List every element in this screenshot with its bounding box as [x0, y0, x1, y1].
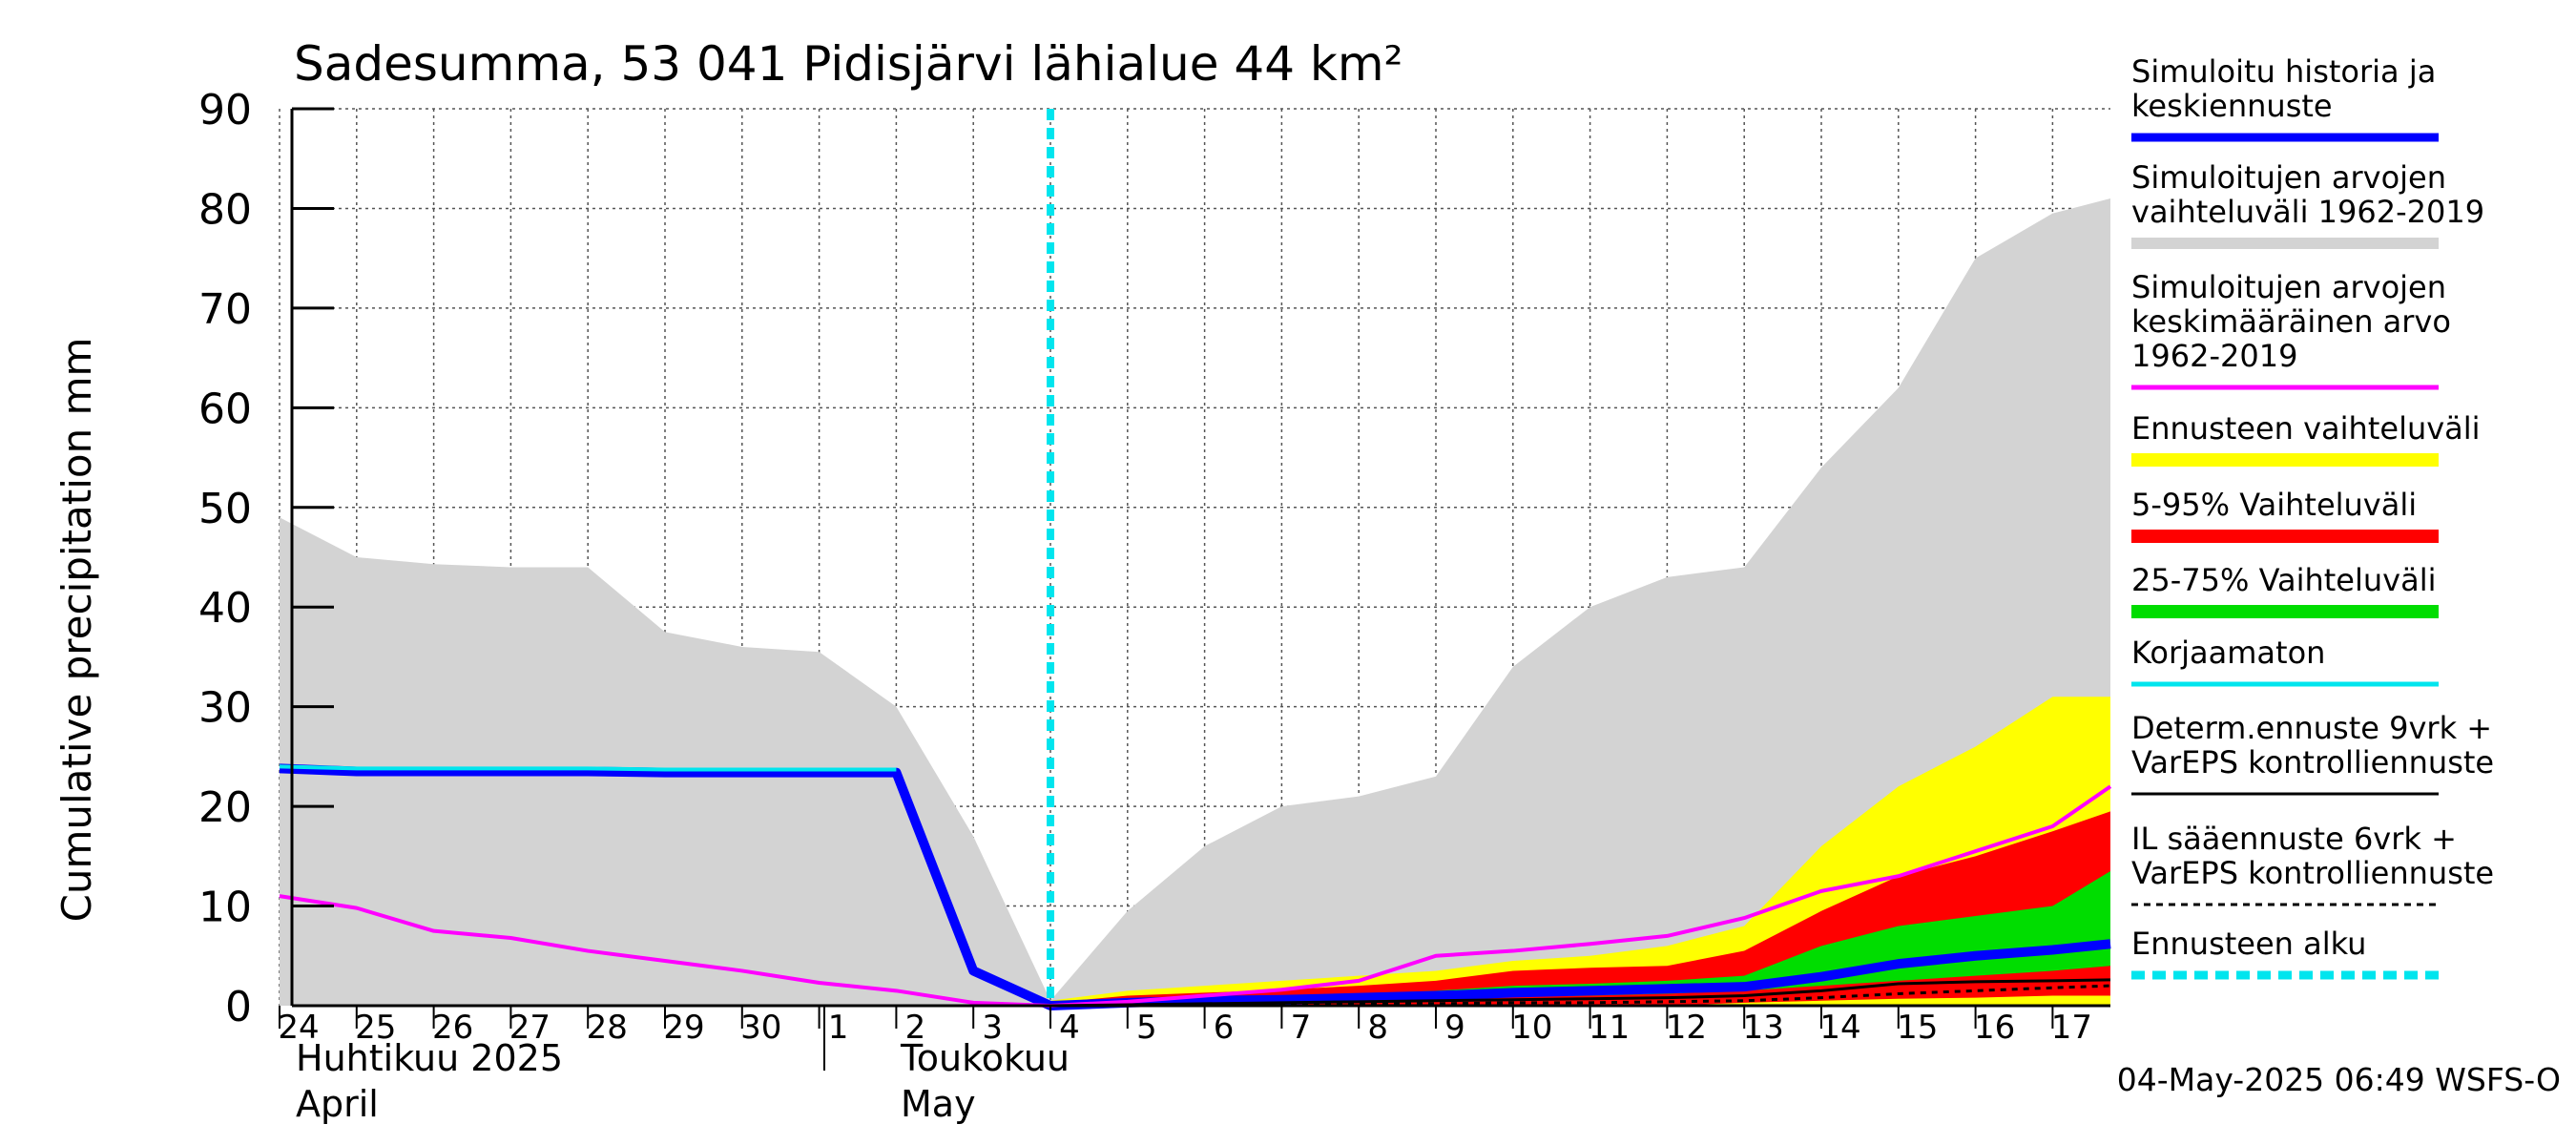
x-tick-label: 17: [2051, 1009, 2092, 1047]
legend-label: Simuloitu historia ja: [2131, 53, 2436, 90]
x-tick-label: 7: [1291, 1009, 1312, 1047]
legend-label: Korjaamaton: [2131, 635, 2325, 671]
series-line: [279, 764, 897, 772]
legend-label: keskiennuste: [2131, 88, 2333, 124]
series-areas: [280, 198, 2110, 1006]
legend-label: VarEPS kontrolliennuste: [2131, 744, 2494, 781]
series-lines: [279, 109, 2112, 1010]
legend-label: Ennusteen vaihteluväli: [2131, 410, 2481, 447]
series-line: [1049, 978, 2111, 1008]
y-tick-label: 10: [198, 884, 252, 932]
y-tick-label: 50: [198, 485, 252, 533]
x-tick-label: 3: [982, 1009, 1003, 1047]
x-tick-label: 26: [432, 1009, 473, 1047]
month-label: Huhtikuu 2025: [296, 1037, 563, 1079]
legend-label: keskimääräinen arvo: [2131, 303, 2451, 340]
legend-label: Ennusteen alku: [2131, 926, 2366, 962]
y-tick-label: 40: [198, 584, 252, 633]
timestamp-footer: 04-May-2025 06:49 WSFS-O: [2117, 1061, 2561, 1098]
x-tick-label: 5: [1136, 1009, 1157, 1047]
legend-label: vaihteluväli 1962-2019: [2131, 194, 2484, 230]
x-tick-label: 16: [1974, 1009, 2015, 1047]
month-label-en: May: [901, 1083, 976, 1125]
y-tick-label: 90: [198, 86, 252, 135]
x-tick-label: 27: [509, 1009, 551, 1047]
y-tick-label: 70: [198, 285, 252, 334]
x-tick-label: 28: [587, 1009, 628, 1047]
historical-range-band: [280, 517, 1050, 1006]
x-tick-label: 24: [278, 1009, 319, 1047]
y-tick-label: 80: [198, 185, 252, 234]
y-axis-label: Cumulative precipitation mm: [53, 338, 100, 923]
legend-label: IL sääennuste 6vrk +: [2131, 821, 2457, 857]
x-tick-label: 30: [740, 1009, 781, 1047]
y-tick-label: 30: [198, 684, 252, 733]
x-tick-label: 8: [1367, 1009, 1388, 1047]
month-label: Toukokuu: [900, 1037, 1070, 1079]
series-line: [1050, 984, 2111, 1008]
legend-label: VarEPS kontrolliennuste: [2131, 855, 2494, 891]
x-tick-label: 15: [1897, 1009, 1938, 1047]
x-tick-label: 10: [1511, 1009, 1552, 1047]
legend-label: Simuloitujen arvojen: [2131, 269, 2446, 305]
x-tick-label: 25: [355, 1009, 396, 1047]
x-tick-label: 6: [1214, 1009, 1235, 1047]
legend-label: Simuloitujen arvojen: [2131, 159, 2446, 196]
future-range-band: [1050, 198, 2110, 1006]
y-tick-label: 60: [198, 385, 252, 433]
series-line: [279, 784, 2112, 1008]
legend-label: Determ.ennuste 9vrk +: [2131, 710, 2492, 746]
x-tick-label: 13: [1743, 1009, 1784, 1047]
series-line: [279, 763, 2111, 1010]
x-tick-label: 1: [828, 1009, 849, 1047]
y-tick-label: 0: [225, 983, 252, 1031]
legend-label: 25-75% Vaihteluväli: [2131, 562, 2436, 598]
y-tick-label: 20: [198, 783, 252, 832]
x-tick-label: 14: [1819, 1009, 1860, 1047]
x-tick-label: 4: [1059, 1009, 1080, 1047]
y-tick-labels: 0 10 20 30 40 50 60 70 80 90: [198, 86, 252, 1031]
axes: [279, 107, 2110, 1071]
x-tick-label: 11: [1589, 1009, 1630, 1047]
legend-label: 1962-2019: [2131, 338, 2297, 374]
x-tick-labels: 24 25 26 27 28 29 30 1 2 3 4 5 6 7 8 9 10 11 12 13 14 15 16 17: [278, 1009, 2092, 1047]
x-tick-label: 9: [1444, 1009, 1465, 1047]
legend-label: 5-95% Vaihteluväli: [2131, 487, 2417, 523]
chart-title: Sadesumma, 53 041 Pidisjärvi lähialue 44…: [294, 36, 1403, 92]
x-tick-label: 2: [905, 1009, 926, 1047]
month-label-en: April: [296, 1083, 379, 1125]
x-tick-label: 12: [1666, 1009, 1707, 1047]
x-tick-label: 29: [663, 1009, 704, 1047]
